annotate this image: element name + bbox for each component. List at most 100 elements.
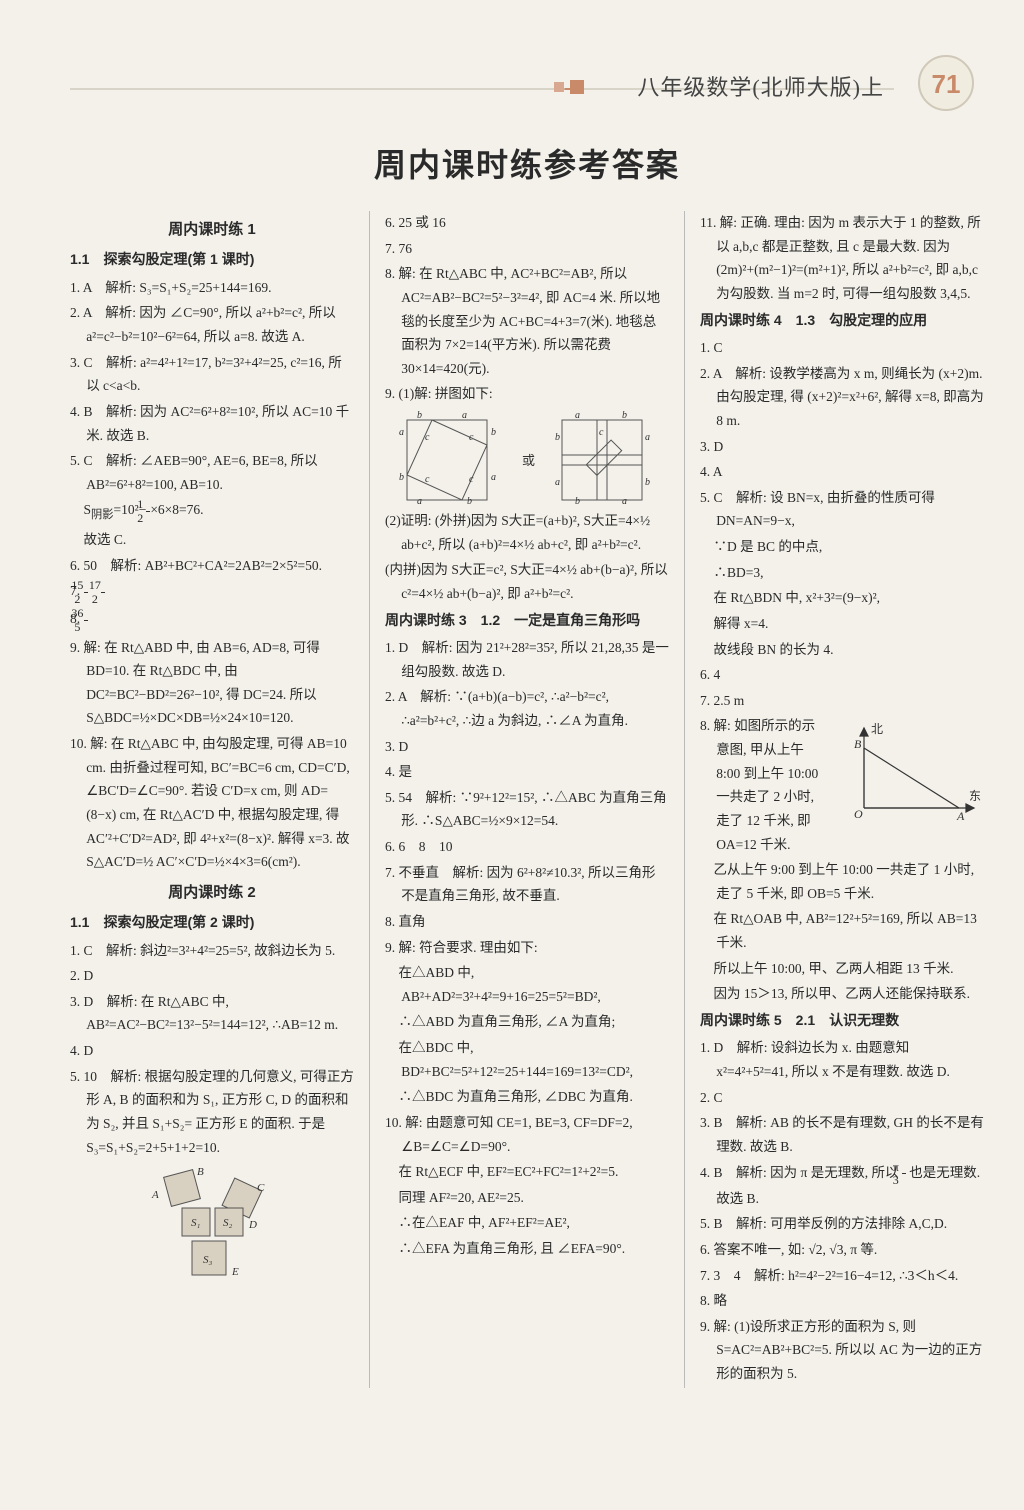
answer-item: 6. 6 8 10 <box>385 835 669 859</box>
answer-item: 9. 解: 符合要求. 理由如下: <box>385 936 669 960</box>
answer-item: 2. A 解析: 因为 ∠C=90°, 所以 a²+b²=c², 所以 a²=c… <box>70 301 354 348</box>
answer-item: 3. D <box>385 735 669 759</box>
header-title: 八年级数学(北师大版)上 <box>637 70 884 102</box>
column-separator <box>369 211 370 1388</box>
answer-item: 6. 25 或 16 <box>385 211 669 235</box>
page-header: 八年级数学(北师大版)上 71 <box>70 60 984 120</box>
answer-item: 2. A 解析: ∵(a+b)(a−b)=c², ∴a²−b²=c², ∴a²=… <box>385 685 669 732</box>
answer-item: 8. 直角 <box>385 910 669 934</box>
page-number-badge: 71 <box>918 55 974 111</box>
section-sub: 1.1 探索勾股定理(第 2 课时) <box>70 910 354 935</box>
answer-item: 5. 54 解析: ∵9²+12²=15², ∴△ABC 为直角三角形. ∴S△… <box>385 786 669 833</box>
answer-item: ∴BD=3, <box>700 561 984 585</box>
svg-text:B: B <box>197 1166 204 1178</box>
answer-item: 3. D 解析: 在 Rt△ABC 中, AB²=AC²−BC²=13²−5²=… <box>70 990 354 1037</box>
section-head: 周内课时练 2 <box>70 880 354 906</box>
answer-item: 2. A 解析: 设教学楼高为 x m, 则绳长为 (x+2)m. 由勾股定理,… <box>700 362 984 433</box>
page: 八年级数学(北师大版)上 71 周内课时练参考答案 周内课时练 1 1.1 探索… <box>70 60 984 1480</box>
figure-pinwheel: ba ba ba ba cc cc ab ab ab ab c 或 <box>397 410 657 505</box>
column-separator <box>684 211 685 1388</box>
svg-text:a: a <box>622 496 627 505</box>
main-title: 周内课时练参考答案 <box>70 140 984 186</box>
svg-text:b: b <box>399 472 404 483</box>
answer-item: 8. 解: 在 Rt△ABC 中, AC²+BC²=AB², 所以 AC²=AB… <box>385 262 669 380</box>
section-sub: 1.1 探索勾股定理(第 1 课时) <box>70 247 354 272</box>
svg-text:S₁: S₁ <box>191 1217 201 1229</box>
answer-item: 在△BDC 中, BD²+BC²=5²+12²=25+144=169=13²=C… <box>385 1036 669 1083</box>
svg-text:B: B <box>854 737 862 751</box>
answer-item: 因为 15＞13, 所以甲、乙两人还能保持联系. <box>700 982 984 1006</box>
svg-text:c: c <box>599 427 604 438</box>
answer-item: 同理 AF²=20, AE²=25. <box>385 1186 669 1210</box>
svg-text:东: 东 <box>969 789 981 803</box>
answer-item: ∴在△EAF 中, AF²+EF²=AE², <box>385 1211 669 1235</box>
answer-item: 1. A 解析: S₃=S₁+S₂=25+144=169. <box>70 276 354 300</box>
answer-item: ∴△BDC 为直角三角形, ∠DBC 为直角. <box>385 1085 669 1109</box>
svg-text:A: A <box>151 1189 159 1201</box>
svg-text:E: E <box>231 1266 239 1278</box>
answer-item: 1. C 解析: 斜边²=3²+4²=25=5², 故斜边长为 5. <box>70 939 354 963</box>
answer-item: 1. C <box>700 336 984 360</box>
answer-item: 4. B 解析: 因为 AC²=6²+8²=10², 所以 AC=10 千米. … <box>70 400 354 447</box>
answer-item: 5. B 解析: 可用举反例的方法排除 A,C,D. <box>700 1212 984 1236</box>
answer-item: 乙从上午 9:00 到上午 10:00 一共走了 1 小时, 走了 5 千米, … <box>700 858 984 905</box>
answer-item: (2)证明: (外拼)因为 S大正=(a+b)², S大正=4×½ ab+c²,… <box>385 509 669 556</box>
answer-item: 在 Rt△OAB 中, AB²=12²+5²=169, 所以 AB=13 千米. <box>700 907 984 954</box>
svg-text:S₃: S₃ <box>203 1254 213 1266</box>
answer-item: ∴△EFA 为直角三角形, 且 ∠EFA=90°. <box>385 1237 669 1261</box>
answer-item: 2. D <box>70 964 354 988</box>
answer-item: 9. 解: (1)设所求正方形的面积为 S, 则 S=AC²=AB²+BC²=5… <box>700 1315 984 1386</box>
answer-item: 9. (1)解: 拼图如下: <box>385 382 669 406</box>
svg-text:O: O <box>854 807 863 821</box>
svg-text:北: 北 <box>871 722 883 736</box>
svg-text:b: b <box>555 432 560 443</box>
figure-squares: AB CD S₁S₂ S₃E <box>137 1163 287 1283</box>
answer-item: 8. 解: 如图所示的示意图, 甲从上午 8:00 到上午 10:00 一共走了… <box>700 714 823 856</box>
svg-text:a: a <box>555 477 560 488</box>
svg-text:a: a <box>417 496 422 505</box>
figure-compass: 北 B 东 O A <box>829 718 984 828</box>
answer-item: S阴影=10²−12×6×8=76. <box>70 498 354 526</box>
columns: 周内课时练 1 1.1 探索勾股定理(第 1 课时) 1. A 解析: S₃=S… <box>70 211 984 1388</box>
svg-text:a: a <box>575 410 580 421</box>
section-head: 周内课时练 1 <box>70 217 354 243</box>
answer-item: 所以上午 10:00, 甲、乙两人相距 13 千米. <box>700 957 984 981</box>
answer-item: 在△ABD 中, AB²+AD²=3²+4²=9+16=25=5²=BD², <box>385 961 669 1008</box>
column-3: 11. 解: 正确. 理由: 因为 m 表示大于 1 的整数, 所以 a,b,c… <box>700 211 984 1388</box>
svg-text:b: b <box>622 410 627 421</box>
svg-text:b: b <box>575 496 580 505</box>
answer-item: 在 Rt△BDN 中, x²+3²=(9−x)², <box>700 586 984 610</box>
answer-item: 6. 答案不唯一, 如: √2, √3, π 等. <box>700 1238 984 1262</box>
answer-item: 2. C <box>700 1086 984 1110</box>
answer-item: 5. C 解析: 设 BN=x, 由折叠的性质可得 DN=AN=9−x, <box>700 486 984 533</box>
svg-text:A: A <box>956 809 965 823</box>
svg-text:b: b <box>467 496 472 505</box>
header-ornament <box>554 82 564 92</box>
answer-item: 4. A <box>700 460 984 484</box>
svg-text:a: a <box>491 472 496 483</box>
svg-text:a: a <box>399 427 404 438</box>
answer-item: 3. D <box>700 435 984 459</box>
answer-item: 故选 C. <box>70 528 354 552</box>
svg-text:b: b <box>417 410 422 421</box>
answer-item: 3. B 解析: AB 的长不是有理数, GH 的长不是有理数. 故选 B. <box>700 1111 984 1158</box>
column-1: 周内课时练 1 1.1 探索勾股定理(第 1 课时) 1. A 解析: S₃=S… <box>70 211 354 1388</box>
section-sub: 周内课时练 3 1.2 一定是直角三角形吗 <box>385 608 669 633</box>
answer-item: 5. C 解析: ∠AEB=90°, AE=6, BE=8, 所以 AB²=6²… <box>70 449 354 496</box>
answer-item: 1. D 解析: 因为 21²+28²=35², 所以 21,28,35 是一组… <box>385 636 669 683</box>
svg-text:c: c <box>469 474 474 485</box>
svg-text:c: c <box>425 474 430 485</box>
svg-text:D: D <box>248 1219 257 1231</box>
answer-item: 7. 76 <box>385 237 669 261</box>
answer-item: 4. B 解析: 因为 π 是无理数, 所以 π3 也是无理数. 故选 B. <box>700 1161 984 1211</box>
answer-item: 8. 365 <box>70 607 354 633</box>
answer-item: 10. 解: 由题意可知 CE=1, BE=3, CF=DF=2, ∠B=∠C=… <box>385 1111 669 1158</box>
answer-item: 4. D <box>70 1039 354 1063</box>
answer-item: 5. 10 解析: 根据勾股定理的几何意义, 可得正方形 A, B 的面积和为 … <box>70 1065 354 1160</box>
answer-item: 6. 50 解析: AB²+BC²+CA²=2AB²=2×5²=50. <box>70 554 354 578</box>
section-sub: 周内课时练 4 1.3 勾股定理的应用 <box>700 308 984 333</box>
answer-item: 10. 解: 在 Rt△ABC 中, 由勾股定理, 可得 AB=10 cm. 由… <box>70 732 354 874</box>
answer-item: 解得 x=4. <box>700 612 984 636</box>
answer-item: 1. D 解析: 设斜边长为 x. 由题意知 x²=4²+5²=41, 所以 x… <box>700 1036 984 1083</box>
svg-text:或: 或 <box>522 453 535 468</box>
